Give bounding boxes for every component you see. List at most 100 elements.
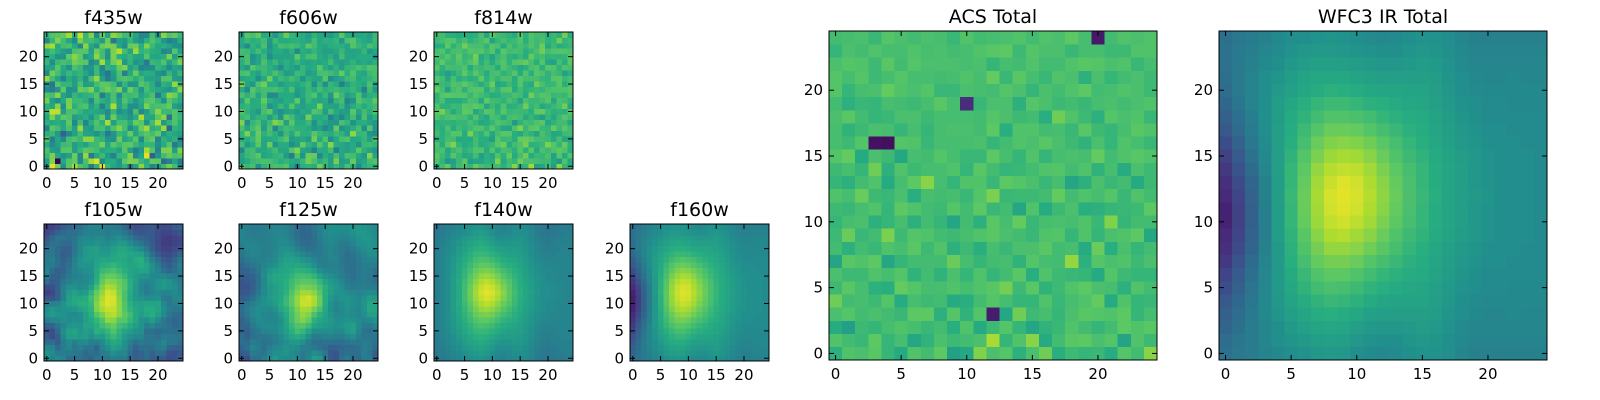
heatmap-cell: [561, 328, 568, 334]
heatmap-cell: [127, 114, 134, 120]
heatmap-cell: [986, 333, 1000, 348]
heatmap-cell: [757, 224, 764, 230]
heatmap-cell: [461, 295, 468, 302]
heatmap-cell: [361, 141, 368, 148]
heatmap-cell: [484, 152, 490, 159]
heatmap-cell: [316, 273, 323, 280]
heatmap-cell: [171, 267, 178, 274]
heatmap-cell: [461, 311, 468, 318]
heatmap-cell: [567, 339, 574, 345]
heatmap-cell: [77, 267, 84, 274]
heatmap-cell: [99, 289, 106, 296]
heatmap-cell: [947, 254, 961, 269]
heatmap-cell: [71, 152, 78, 159]
heatmap-cell: [110, 289, 117, 296]
heatmap-cell: [450, 97, 457, 104]
heatmap-cell: [300, 42, 307, 49]
heatmap-cell: [445, 163, 451, 170]
heatmap-cell: [999, 267, 1013, 282]
heatmap-cell: [461, 322, 468, 329]
heatmap-cell: [49, 130, 56, 137]
heatmap-cell: [1117, 215, 1132, 229]
heatmap-cell: [561, 273, 568, 280]
heatmap-cell: [339, 70, 345, 77]
heatmap-cell: [55, 103, 61, 110]
heatmap-cell: [920, 333, 935, 348]
heatmap-cell: [305, 262, 312, 269]
heatmap-cell: [517, 262, 524, 269]
heatmap-cell: [294, 119, 301, 126]
heatmap-cell: [735, 229, 742, 236]
heatmap-cell: [144, 224, 150, 230]
heatmap-cell: [567, 59, 574, 66]
heatmap-cell: [550, 229, 557, 236]
heatmap-cell: [350, 136, 357, 142]
heatmap-cell: [49, 108, 56, 115]
heatmap-cell: [316, 32, 323, 38]
heatmap-cell: [283, 224, 290, 230]
heatmap-cell: [561, 158, 568, 164]
heatmap-cell: [121, 152, 128, 159]
heatmap-cell: [344, 317, 351, 323]
x-tick-label: 0: [628, 366, 638, 384]
heatmap-cell: [361, 289, 368, 296]
heatmap-cell: [550, 59, 557, 66]
heatmap-cell: [366, 114, 373, 120]
heatmap-cell: [746, 339, 753, 345]
heatmap-cells: [434, 224, 574, 362]
heatmap-cell: [239, 48, 245, 55]
heatmap-cell: [545, 295, 552, 302]
heatmap-cell: [450, 158, 457, 164]
heatmap-cell: [528, 240, 535, 247]
heatmap-cell: [177, 240, 184, 247]
heatmap-cell: [44, 322, 50, 329]
heatmap-cell: [171, 289, 178, 296]
heatmap-cell: [467, 136, 474, 142]
heatmap-cell: [713, 317, 720, 323]
heatmap-cell: [461, 75, 468, 82]
heatmap-cell: [132, 136, 139, 142]
heatmap-cell: [99, 350, 106, 356]
heatmap-cell: [322, 70, 329, 77]
heatmap-cell: [272, 32, 279, 38]
heatmap-cell: [561, 103, 568, 110]
heatmap-cell: [868, 320, 882, 334]
heatmap-cell: [127, 229, 134, 236]
heatmap-cell: [550, 267, 557, 274]
heatmap-cell: [350, 339, 357, 345]
heatmap-cell: [110, 130, 117, 137]
heatmap-cell: [255, 32, 262, 38]
heatmap-cell: [456, 37, 463, 44]
heatmap-cell: [105, 251, 112, 258]
heatmap-cell: [973, 333, 987, 348]
heatmap-cell: [450, 103, 457, 110]
heatmap-cell: [522, 284, 529, 291]
heatmap-cell: [702, 262, 709, 269]
heatmap-cell: [478, 300, 485, 307]
heatmap-cell: [60, 350, 67, 356]
heatmap-cell: [99, 278, 106, 285]
heatmap-cell: [71, 81, 78, 88]
heatmap-cell: [696, 245, 703, 252]
heatmap-cell: [478, 81, 485, 88]
heatmap-cell: [155, 97, 162, 104]
x-tick-label: 15: [316, 366, 335, 384]
heatmap-cell: [305, 37, 312, 44]
heatmap-cell: [635, 256, 642, 263]
heatmap-cell: [339, 224, 345, 230]
heatmap-cell: [461, 152, 468, 159]
heatmap-cell: [327, 92, 334, 99]
heatmap-cell: [132, 48, 139, 55]
heatmap-cell: [472, 256, 479, 263]
heatmap-cell: [316, 108, 323, 115]
heatmap-cell: [517, 333, 524, 340]
heatmap-cell: [495, 163, 502, 170]
heatmap-cell: [1065, 281, 1079, 295]
heatmap-cell: [82, 108, 89, 115]
heatmap-cell: [685, 284, 692, 291]
heatmap-cell: [261, 229, 268, 236]
heatmap-cell: [272, 306, 279, 312]
heatmap-cell: [680, 234, 686, 241]
heatmap-cell: [160, 245, 167, 252]
heatmap-cell: [534, 284, 540, 291]
